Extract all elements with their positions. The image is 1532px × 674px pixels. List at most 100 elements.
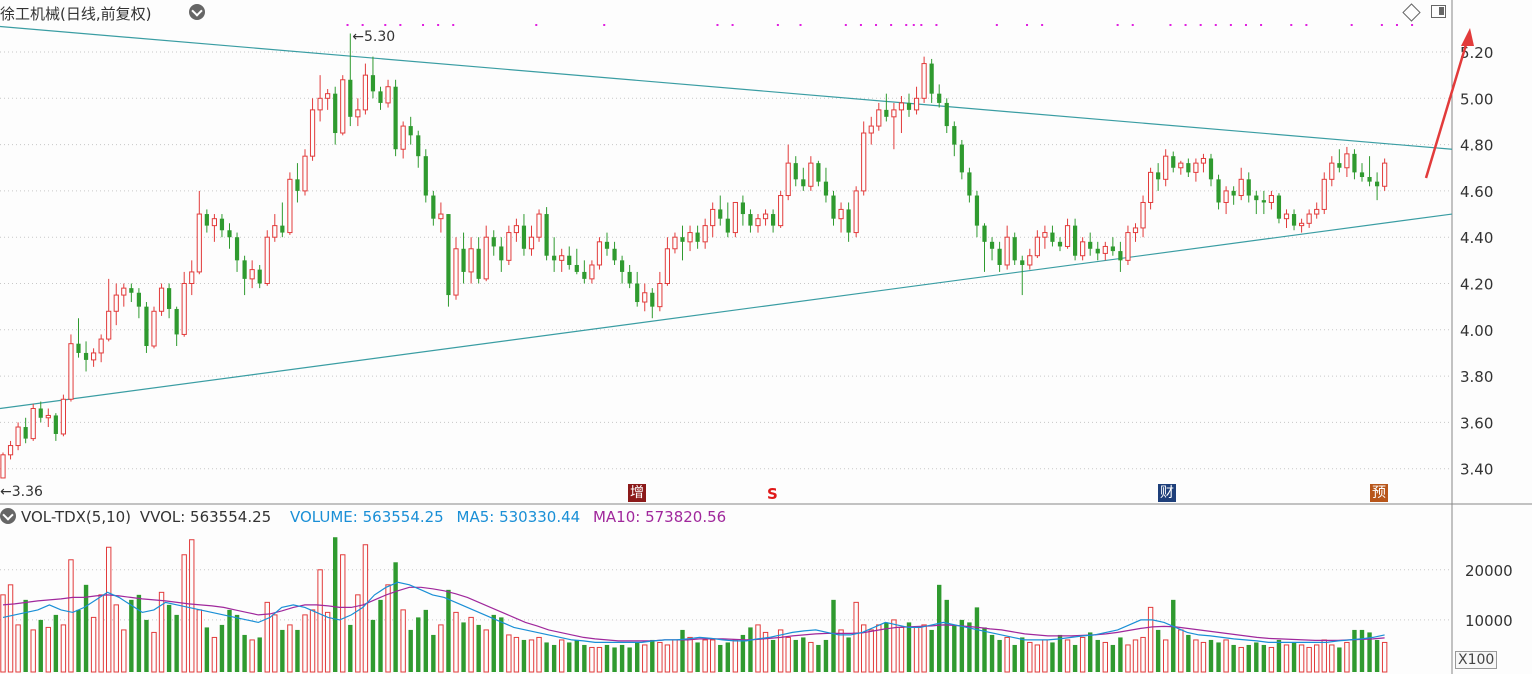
breakout-arrow-line — [1424, 37, 1470, 179]
candle-body-up — [861, 132, 867, 192]
candle-body-down — [167, 288, 172, 309]
volume-bar-down — [1359, 629, 1365, 672]
candle-body-up — [1306, 213, 1312, 224]
volume-bar-down — [378, 599, 383, 672]
candle-body-down — [476, 248, 481, 279]
volume-bar-up — [181, 554, 187, 673]
volume-bar-up — [1200, 641, 1207, 673]
volume-bar-down — [1050, 642, 1055, 672]
ma10-value: MA10: 573820.56 — [592, 508, 727, 526]
candle-body-down — [612, 248, 617, 261]
volume-bar-up — [642, 644, 648, 673]
volume-options-icon[interactable] — [0, 508, 16, 524]
candle-body-down — [1020, 260, 1025, 265]
signal-dot — [935, 24, 938, 26]
candle-body-up — [1200, 157, 1207, 164]
candle-body-up — [1283, 213, 1290, 220]
candle-body-up — [1148, 171, 1154, 203]
signal-dot — [1184, 24, 1187, 26]
price-tick-label: 5.00 — [1460, 90, 1493, 108]
volume-bar-down — [816, 644, 821, 672]
event-s-marker[interactable]: S — [767, 485, 778, 503]
signal-dot — [346, 24, 349, 26]
signal-dot — [452, 24, 455, 26]
volume-bar-up — [559, 639, 565, 673]
volume-bar-up — [876, 624, 882, 673]
high-price-label: ←5.30 — [352, 29, 395, 45]
volume-bar-up — [340, 554, 346, 673]
candle-body-up — [838, 208, 844, 220]
signal-dot — [1041, 24, 1044, 26]
event-cai-marker[interactable]: 财 — [1158, 484, 1176, 502]
candle-body-up — [453, 248, 459, 296]
event-yu-marker[interactable]: 预 — [1370, 484, 1388, 502]
candle-body-down — [1012, 237, 1017, 261]
volume-bar-up — [785, 636, 791, 673]
candle-body-up — [325, 93, 331, 99]
volume-bar-down — [431, 634, 436, 672]
candle-body-up — [302, 155, 308, 192]
title-options-icon[interactable] — [189, 4, 205, 20]
candle-body-up — [642, 292, 648, 303]
ma5-line — [2, 581, 1385, 644]
volume-bar-up — [1238, 646, 1244, 673]
volume-indicator-name[interactable]: VOL-TDX(5,10) — [21, 508, 132, 526]
candle-body-up — [211, 218, 218, 227]
volume-bar-down — [76, 609, 81, 672]
candle-body-down — [38, 408, 43, 418]
volume-bar-up — [355, 594, 361, 673]
candle-body-up — [158, 287, 165, 312]
volume-bar-down — [823, 639, 829, 672]
price-tick-label: 4.60 — [1460, 183, 1493, 201]
volume-bar-down — [1337, 647, 1342, 672]
candle-body-up — [1193, 162, 1199, 173]
volume-bar-down — [1291, 642, 1297, 672]
volume-bar-down — [650, 639, 655, 672]
signal-dot — [1411, 24, 1414, 26]
volume-bar-down — [219, 624, 225, 672]
volume-bar-up — [1079, 636, 1086, 673]
candle-body-up — [309, 109, 316, 157]
volume-bar-down — [1186, 634, 1191, 672]
candle-body-up — [400, 125, 406, 150]
volume-bar-up — [400, 609, 406, 673]
event-zeng-marker[interactable]: 增 — [628, 484, 646, 502]
volume-bar-down — [257, 637, 262, 672]
candle-body-down — [1208, 158, 1214, 180]
volume-bar-up — [385, 584, 391, 673]
volume-bar-up — [106, 546, 112, 673]
price-tick-label: 4.00 — [1460, 322, 1493, 340]
candle-body-up — [98, 338, 104, 354]
volume-bar-up — [7, 584, 14, 673]
volume-bar-up — [113, 604, 119, 673]
candle-body-down — [408, 126, 413, 136]
candle-body-up — [891, 109, 897, 118]
volume-bar-down — [348, 624, 353, 672]
candle-body-up — [1344, 153, 1350, 169]
panel-toggle-icon[interactable] — [1431, 5, 1446, 18]
volume-bar-down — [446, 589, 451, 672]
volume-bar-down — [234, 614, 240, 672]
volume-bar-up — [468, 616, 474, 673]
signal-dot — [399, 24, 402, 26]
volume-bar-up — [287, 624, 293, 673]
volume-bar-up — [657, 641, 663, 673]
signal-dot — [603, 24, 606, 26]
volume-bar-up — [196, 609, 203, 673]
volume-bar-up — [702, 639, 708, 673]
candle-body-up — [1238, 178, 1244, 197]
candle-body-down — [627, 271, 632, 284]
signal-dot — [361, 24, 364, 26]
signal-dot — [920, 24, 923, 26]
candle-body-down — [748, 214, 753, 226]
candle-body-down — [680, 237, 685, 242]
candle-body-down — [1367, 177, 1372, 182]
volume-bar-down — [136, 594, 142, 672]
candle-body-up — [272, 225, 278, 238]
candle-body-up — [853, 190, 859, 234]
candle-body-down — [989, 241, 995, 249]
signal-dot — [1244, 24, 1247, 26]
volume-bar-down — [408, 629, 413, 672]
volume-tick-label: 20000 — [1465, 562, 1513, 580]
